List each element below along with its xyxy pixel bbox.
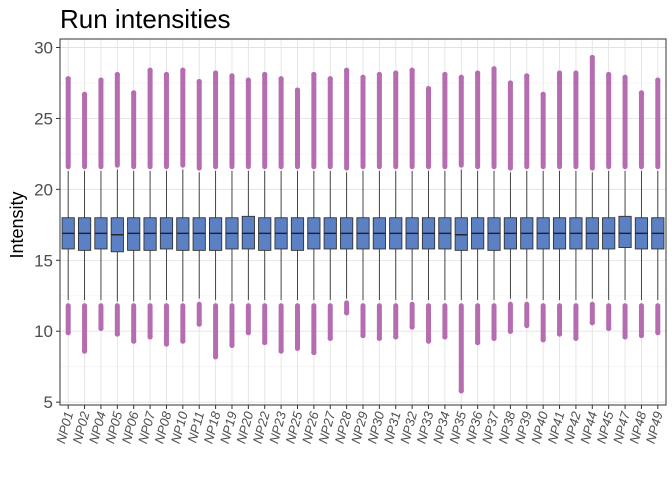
outlier-point [294, 87, 301, 93]
outlier-point [442, 71, 448, 78]
outlier-point [573, 70, 579, 76]
box-NP35 [454, 217, 468, 251]
outlier-point [262, 339, 268, 346]
outlier-point [540, 337, 546, 343]
outlier-point [475, 339, 481, 346]
outlier-point [606, 325, 612, 331]
outlier-point [344, 310, 350, 316]
outlier-point [81, 348, 88, 354]
outlier-point [98, 77, 104, 83]
outlier-point [475, 70, 481, 76]
outlier-point [98, 325, 104, 331]
outlier-point [131, 90, 137, 96]
outlier-point [163, 341, 170, 347]
outlier-point [327, 76, 333, 82]
outlier-point [131, 338, 137, 344]
outlier-point [114, 71, 120, 78]
outlier-point [196, 321, 202, 327]
outlier-point [376, 71, 382, 78]
outlier-point [262, 71, 268, 78]
y-tick-label: 15 [34, 251, 53, 270]
box-NP06 [127, 217, 141, 251]
outlier-point [425, 86, 432, 92]
outlier-point [245, 330, 251, 336]
outlier-point [327, 335, 333, 341]
outlier-point [196, 78, 202, 85]
outlier-point [491, 335, 497, 341]
box-NP02 [77, 217, 92, 251]
outlier-point [65, 330, 71, 336]
outlier-point [147, 334, 153, 340]
outlier-point [147, 67, 153, 73]
outlier-point [163, 71, 170, 78]
outlier-point [114, 331, 120, 337]
outlier-point [360, 74, 366, 80]
outlier-point [458, 388, 464, 394]
outlier-point [311, 71, 317, 78]
outlier-point [65, 76, 71, 82]
outlier-point [311, 349, 317, 356]
outlier-point [638, 90, 645, 96]
outlier-point [442, 334, 448, 340]
outlier-point [409, 324, 415, 330]
outlier-point [556, 70, 563, 76]
outlier-point [245, 77, 251, 83]
chart-title: Run intensities [60, 4, 231, 34]
outlier-point [491, 66, 497, 72]
box-NP20 [241, 215, 255, 250]
outlier-point [540, 91, 546, 97]
box-NP07 [143, 217, 157, 251]
outlier-point [622, 74, 628, 80]
outlier-point [180, 338, 186, 344]
box-NP11 [192, 217, 206, 251]
outlier-point [425, 338, 432, 344]
outlier-point [409, 67, 415, 73]
outlier-point [212, 70, 219, 76]
outlier-point [524, 322, 530, 329]
y-axis-label: Intensity [7, 191, 27, 258]
outlier-point [393, 334, 399, 340]
outlier-point [229, 342, 235, 349]
box-NP10 [176, 217, 190, 251]
outlier-point [212, 354, 219, 360]
outlier-point [81, 91, 88, 97]
outlier-point [180, 67, 186, 73]
outlier-point [376, 335, 382, 341]
outlier-point [507, 80, 514, 86]
outlier-point [524, 73, 530, 79]
box-NP22 [258, 217, 272, 251]
outlier-point [229, 73, 235, 79]
y-tick-label: 25 [34, 109, 53, 128]
outlier-point [606, 71, 612, 78]
outlier-point [556, 331, 563, 337]
outlier-point [655, 330, 661, 336]
outlier-point [393, 70, 399, 76]
outlier-point [622, 334, 628, 340]
outlier-point [294, 345, 301, 351]
outlier-point [655, 77, 661, 83]
box-NP18 [209, 217, 223, 251]
y-tick-label: 20 [34, 180, 53, 199]
box-NP25 [290, 217, 305, 251]
outlier-point [589, 54, 595, 61]
outlier-point [278, 76, 284, 82]
box-NP47 [618, 215, 632, 248]
outlier-point [573, 335, 579, 341]
y-tick-label: 10 [34, 322, 53, 341]
outlier-point [278, 348, 284, 354]
outlier-point [638, 332, 645, 339]
outlier-point [507, 328, 514, 334]
outlier-point [458, 74, 464, 80]
outlier-point [360, 332, 366, 339]
plot-panel: 51015202530NP01NP02NP04NP05NP06NP07NP08N… [34, 38, 667, 445]
y-tick-label: 5 [44, 393, 53, 412]
outlier-point [344, 67, 350, 73]
y-tick-label: 30 [34, 39, 53, 58]
box-NP37 [487, 217, 501, 251]
outlier-point [589, 320, 595, 326]
